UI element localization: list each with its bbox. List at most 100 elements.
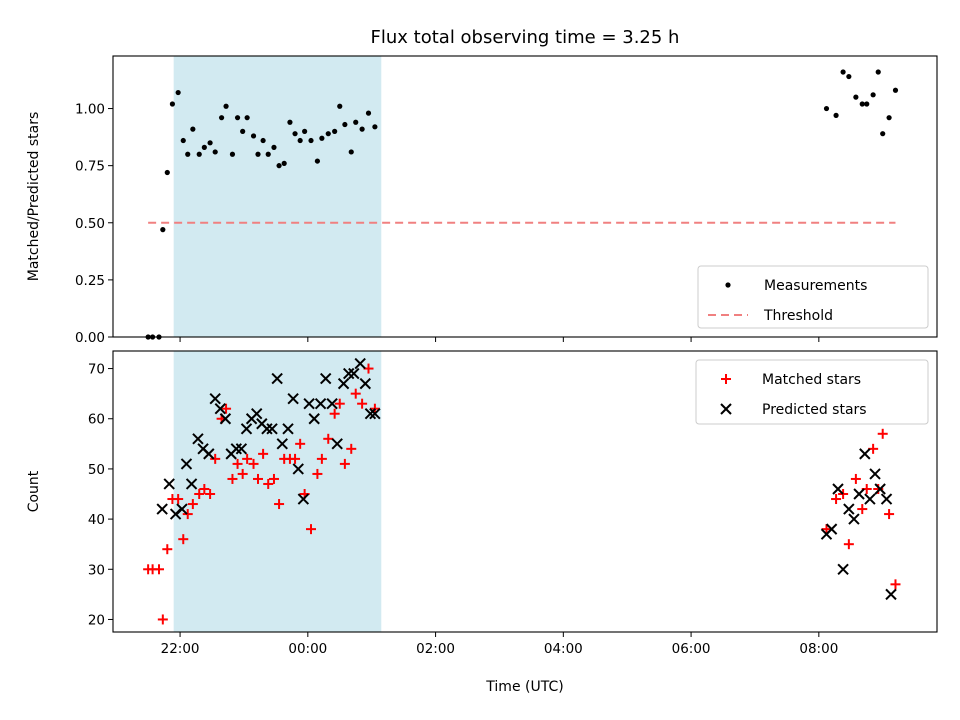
data-point	[250, 133, 257, 139]
data-point	[303, 397, 315, 410]
data-point	[890, 579, 901, 590]
data-point	[840, 69, 846, 75]
panel-top: 0.00 0.25 0.50 0.75 1.00 Matched/Predicted st…	[26, 55, 938, 346]
data-point	[274, 499, 285, 510]
data-point	[312, 468, 323, 479]
data-point	[232, 458, 243, 469]
data-point	[252, 473, 263, 484]
legend-label: Matched stars	[762, 372, 861, 388]
data-point	[848, 513, 860, 525]
data-point	[157, 614, 168, 625]
data-point	[187, 499, 198, 510]
data-point	[316, 453, 327, 464]
data-point	[229, 151, 236, 157]
data-point	[308, 413, 320, 425]
data-point	[859, 448, 871, 460]
data-point	[877, 428, 888, 439]
data-point	[323, 433, 334, 444]
data-point	[260, 137, 266, 144]
legend-label: Threshold	[763, 308, 833, 324]
data-point	[853, 94, 859, 100]
data-point	[838, 489, 849, 500]
data-point	[880, 131, 886, 137]
x-tick-label: 04:00	[544, 641, 583, 657]
data-point	[185, 151, 191, 157]
data-point	[163, 478, 175, 490]
data-point	[329, 408, 340, 419]
data-point	[875, 69, 881, 75]
data-point	[342, 367, 355, 380]
data-point	[160, 227, 166, 233]
data-point	[156, 503, 168, 515]
data-point	[175, 89, 181, 96]
data-point	[337, 103, 343, 109]
data-point	[230, 443, 242, 455]
data-point	[331, 438, 343, 450]
data-point	[319, 372, 332, 385]
data-point	[350, 388, 361, 399]
data-point	[292, 463, 304, 475]
data-point	[831, 494, 842, 505]
data-point	[850, 473, 861, 484]
x-tick-label: 00:00	[288, 641, 327, 657]
data-point	[164, 169, 170, 176]
data-point	[359, 377, 372, 390]
y-tick-label: 50	[88, 462, 105, 478]
data-point	[240, 128, 246, 134]
data-point	[325, 131, 331, 137]
data-point	[857, 504, 868, 515]
data-point	[218, 115, 225, 121]
data-point	[251, 408, 263, 420]
y-tick-label: 0.75	[75, 159, 105, 175]
data-point	[178, 534, 189, 545]
data-point	[287, 119, 293, 125]
y-tick-label: 40	[88, 512, 105, 528]
data-point	[182, 509, 193, 520]
data-point	[219, 413, 232, 425]
x-tick-label: 22:00	[161, 641, 200, 657]
legend: Measurements Threshold	[697, 265, 929, 329]
data-point	[864, 101, 870, 107]
observing-interval-shade	[173, 56, 382, 337]
data-point	[169, 101, 176, 107]
data-point	[248, 458, 259, 469]
data-point	[180, 458, 193, 470]
data-point	[365, 110, 372, 116]
data-point	[162, 544, 173, 555]
y-tick-label: 70	[88, 362, 105, 378]
data-point	[235, 443, 248, 455]
data-point	[227, 473, 238, 484]
data-point	[346, 443, 357, 454]
x-axis-label: Time (UTC)	[485, 679, 563, 695]
data-point	[290, 453, 301, 464]
legend-label: Predicted stars	[762, 402, 867, 418]
data-point	[209, 392, 221, 405]
legend-frame	[695, 359, 929, 425]
data-point	[214, 402, 227, 415]
legend-marker	[720, 403, 732, 415]
data-point	[369, 408, 381, 420]
data-point	[244, 115, 250, 121]
data-point	[364, 408, 377, 420]
data-point	[266, 423, 278, 435]
y-tick-label: 1.00	[75, 102, 105, 118]
data-point	[359, 126, 365, 132]
data-point	[173, 494, 184, 505]
data-point	[263, 478, 274, 489]
data-point	[353, 119, 359, 125]
data-point	[282, 423, 294, 435]
data-point	[859, 101, 865, 107]
data-point	[348, 149, 354, 155]
data-point	[873, 483, 884, 494]
data-point	[853, 488, 865, 500]
data-point	[295, 438, 306, 449]
y-tick-label: 60	[88, 412, 105, 428]
data-point	[292, 131, 298, 137]
y-tick-label: 30	[88, 562, 105, 578]
y-tick-label: 20	[88, 612, 105, 628]
data-point	[892, 87, 899, 93]
data-point	[199, 483, 210, 494]
data-point	[240, 423, 253, 435]
legend-frame	[697, 265, 929, 329]
data-point	[180, 137, 186, 144]
